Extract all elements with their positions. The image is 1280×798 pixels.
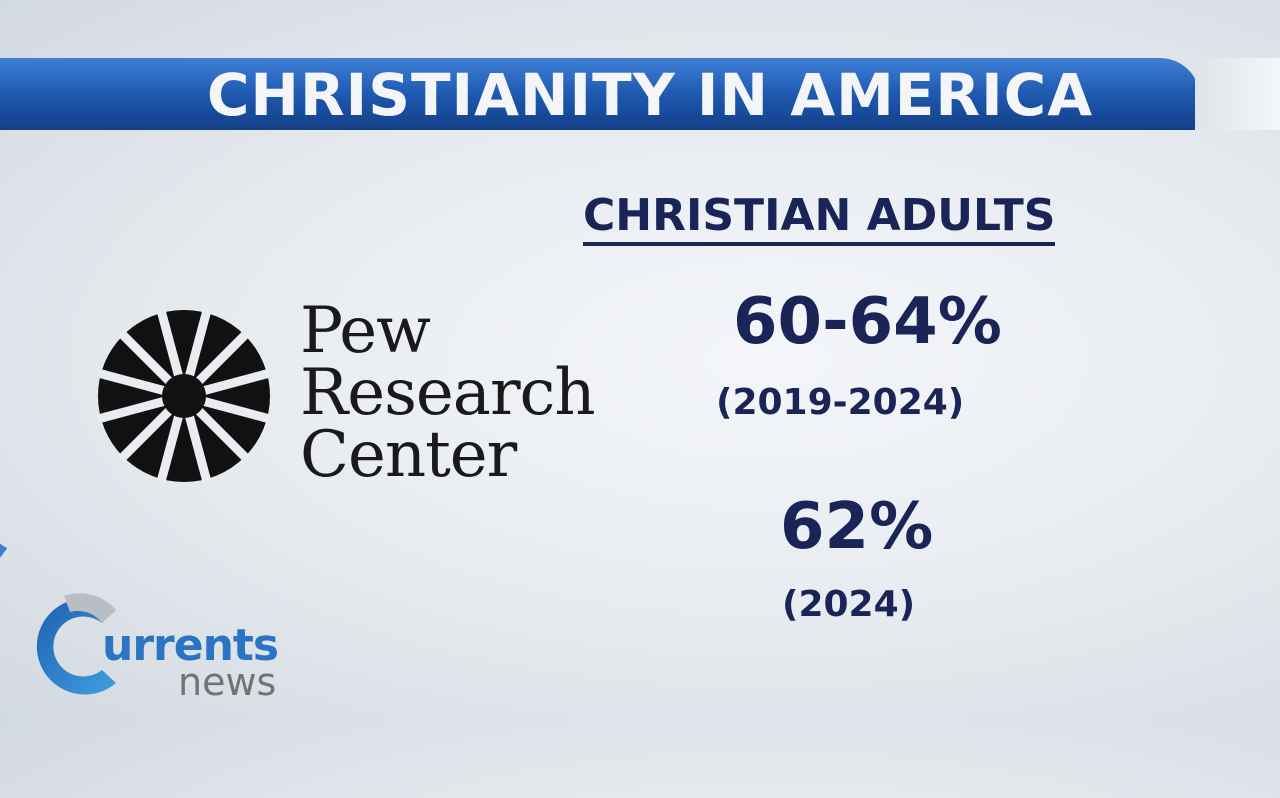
stat-value-range: 60-64%	[733, 285, 1002, 359]
subtitle: CHRISTIAN ADULTS	[583, 190, 1056, 246]
currents-wordmark: urrents	[102, 620, 279, 671]
news-wordmark: news	[178, 660, 277, 704]
stat-period-range: (2019-2024)	[716, 382, 965, 423]
pew-line: Research	[300, 356, 596, 430]
pew-research-center-logo: Pew Research Center	[300, 294, 596, 492]
currents-c-icon	[36, 593, 116, 695]
stat-value-2024: 62%	[780, 490, 934, 564]
stat-period-2024: (2024)	[782, 584, 916, 625]
title-banner	[0, 58, 1200, 130]
pew-line: Pew	[300, 294, 431, 368]
pew-logo-icon	[96, 308, 272, 484]
banner-right-strip	[1195, 58, 1280, 130]
page-title: CHRISTIANITY IN AMERICA	[206, 61, 1094, 129]
pew-line: Center	[300, 418, 517, 492]
